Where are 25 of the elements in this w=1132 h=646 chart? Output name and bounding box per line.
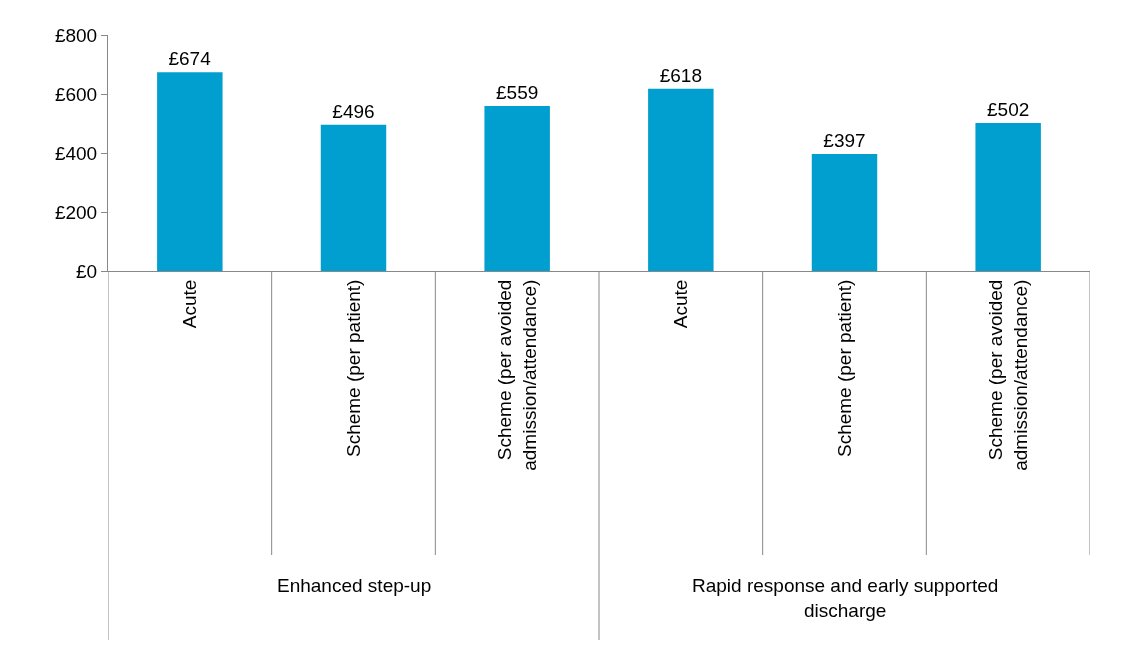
bar xyxy=(648,88,714,271)
data-label: £674 xyxy=(168,48,212,70)
data-label: £618 xyxy=(659,64,702,86)
bar xyxy=(811,153,878,271)
data-label: £496 xyxy=(332,100,375,122)
x-tick-label: Acute xyxy=(670,279,692,329)
x-tick-label: Scheme (per avoided admission/attendance) xyxy=(984,279,1031,471)
y-tick-label: £600 xyxy=(54,83,98,105)
bar xyxy=(157,72,223,271)
x-tick-label: Scheme (per avoided admission/attendance) xyxy=(493,279,540,471)
y-tick-label: £400 xyxy=(54,142,98,164)
x-tick-label: Acute xyxy=(179,279,201,329)
text: Enhanced step-up xyxy=(277,575,432,596)
x-tick-label: Scheme (per patient) xyxy=(342,279,364,458)
bar xyxy=(975,122,1041,271)
text: Rapid response and early supported discharge xyxy=(692,575,999,621)
bar xyxy=(484,106,550,271)
y-tick-label: £800 xyxy=(54,24,98,46)
y-tick-label: £0 xyxy=(76,260,98,282)
data-label: £502 xyxy=(987,98,1030,120)
x-tick-label: Scheme (per patient) xyxy=(833,279,855,458)
bar xyxy=(320,124,387,271)
data-label: £559 xyxy=(496,82,539,104)
y-tick-label: £200 xyxy=(54,201,98,223)
data-label: £397 xyxy=(823,129,866,151)
